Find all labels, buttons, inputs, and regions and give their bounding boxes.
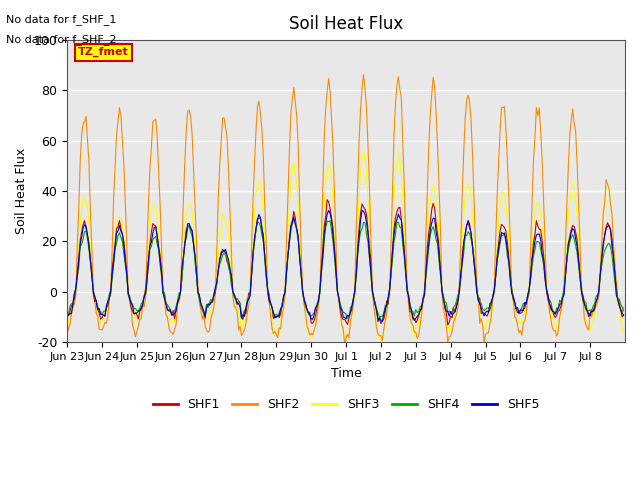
SHF3 (82, 200, 90, 205)
SHF1 (351, 288, 358, 294)
SHF2 (82, 114, 90, 120)
SHF3 (620, 330, 627, 336)
SHF2 (620, 304, 627, 310)
SHF5 (349, 297, 357, 302)
SHF1 (82, 226, 90, 231)
Line: SHF2: SHF2 (67, 75, 623, 344)
SHF2 (351, 287, 358, 292)
Text: No data for f_SHF_1: No data for f_SHF_1 (6, 14, 116, 25)
Legend: SHF1, SHF2, SHF3, SHF4, SHF5: SHF1, SHF2, SHF3, SHF4, SHF5 (148, 394, 545, 417)
SHF1 (444, 322, 452, 328)
SHF1 (100, 312, 108, 318)
SHF3 (360, 148, 367, 154)
SHF2 (360, 72, 367, 78)
SHF3 (618, 323, 626, 329)
SHF1 (463, 222, 470, 228)
SHF4 (463, 233, 470, 239)
SHF2 (463, 97, 470, 103)
SHF1 (620, 312, 627, 318)
SHF3 (349, 298, 357, 303)
SHF5 (63, 311, 71, 316)
Y-axis label: Soil Heat Flux: Soil Heat Flux (15, 148, 28, 234)
SHF2 (63, 330, 71, 336)
SHF1 (63, 312, 71, 318)
X-axis label: Time: Time (331, 367, 362, 380)
SHF5 (546, 301, 554, 307)
SHF4 (546, 297, 554, 303)
SHF4 (82, 228, 90, 234)
SHF3 (378, 337, 386, 343)
SHF2 (340, 341, 348, 347)
SHF4 (237, 315, 245, 321)
SHF2 (546, 309, 554, 314)
Line: SHF1: SHF1 (67, 200, 623, 325)
SHF1 (323, 197, 331, 203)
SHF5 (620, 312, 627, 318)
SHF4 (290, 216, 298, 222)
SHF3 (463, 184, 470, 190)
SHF4 (620, 308, 627, 314)
SHF4 (100, 309, 108, 314)
SHF5 (378, 319, 386, 324)
SHF1 (618, 314, 626, 320)
SHF5 (358, 207, 366, 213)
SHF3 (546, 301, 554, 307)
Text: TZ_fmet: TZ_fmet (78, 47, 129, 58)
Text: No data for f_SHF_2: No data for f_SHF_2 (6, 34, 117, 45)
SHF1 (546, 300, 554, 306)
SHF4 (353, 274, 360, 280)
SHF5 (82, 223, 90, 229)
Title: Soil Heat Flux: Soil Heat Flux (289, 15, 403, 33)
SHF4 (618, 304, 626, 310)
SHF5 (618, 310, 626, 315)
Line: SHF5: SHF5 (67, 210, 623, 322)
SHF3 (100, 317, 108, 323)
Line: SHF3: SHF3 (67, 151, 623, 340)
SHF2 (618, 309, 626, 315)
SHF2 (100, 324, 108, 330)
SHF5 (100, 312, 108, 318)
SHF3 (63, 324, 71, 329)
Line: SHF4: SHF4 (67, 219, 623, 318)
SHF5 (463, 223, 470, 228)
SHF4 (63, 310, 71, 316)
